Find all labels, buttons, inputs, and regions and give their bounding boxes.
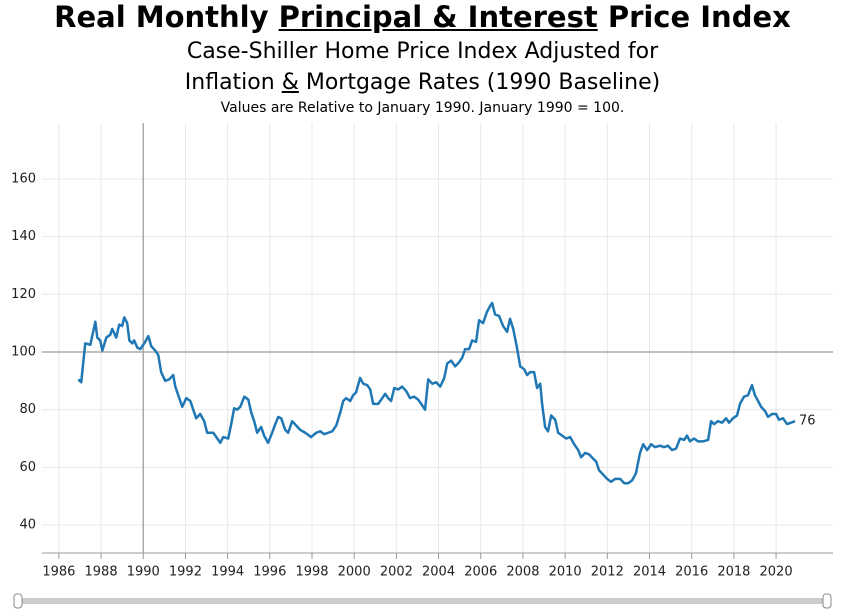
y-tick-label: 60: [19, 460, 36, 475]
chart-title: Real Monthly Principal & Interest Price …: [0, 0, 845, 34]
slider-handle[interactable]: [13, 593, 23, 609]
subtitle-part: Inflation: [184, 70, 282, 95]
x-tick-label: 2014: [633, 565, 666, 580]
x-tick-label: 2020: [760, 565, 793, 580]
x-tick-label: 1992: [169, 565, 202, 580]
slider-handle[interactable]: [822, 593, 832, 609]
subtitle-part: &: [281, 70, 299, 95]
range-slider[interactable]: [13, 593, 832, 609]
x-tick-label: 1998: [295, 565, 328, 580]
title-part: Principal & Interest: [278, 0, 598, 34]
end-label: 76: [799, 414, 816, 429]
x-tick-label: 2018: [717, 565, 750, 580]
subtitle-part: Mortgage Rates (1990 Baseline): [298, 70, 661, 95]
line-series: [77, 301, 796, 485]
plot-area: [42, 123, 833, 553]
x-tick-label: 2010: [549, 565, 582, 580]
x-tick-label: 2016: [675, 565, 708, 580]
x-tick-label: 2012: [591, 565, 624, 580]
y-tick-label: 120: [11, 287, 36, 302]
y-tick-label: 140: [11, 229, 36, 244]
x-tick-label: 2002: [380, 565, 413, 580]
x-tick-label: 1986: [42, 565, 75, 580]
title-part: Real Monthly: [54, 0, 279, 34]
y-tick-label: 40: [19, 518, 36, 533]
x-tick-label: 1988: [85, 565, 118, 580]
x-tick-label: 2004: [422, 565, 455, 580]
x-tick-label: 2000: [338, 565, 371, 580]
subtitle: Case-Shiller Home Price Index Adjusted f…: [186, 39, 659, 64]
x-tick-label: 2008: [506, 565, 539, 580]
y-tick-label: 160: [11, 171, 36, 186]
slider-track[interactable]: [18, 598, 827, 604]
title-part: Price Index: [597, 0, 791, 34]
x-tick-label: 1990: [127, 565, 160, 580]
x-tick-label: 1994: [211, 565, 244, 580]
note: Values are Relative to January 1990. Jan…: [220, 100, 625, 116]
x-tick-label: 2006: [464, 565, 497, 580]
x-tick-label: 1996: [253, 565, 286, 580]
subtitle: Inflation & Mortgage Rates (1990 Baselin…: [0, 69, 845, 97]
y-tick-label: 80: [19, 402, 36, 417]
y-tick-label: 100: [11, 344, 36, 359]
